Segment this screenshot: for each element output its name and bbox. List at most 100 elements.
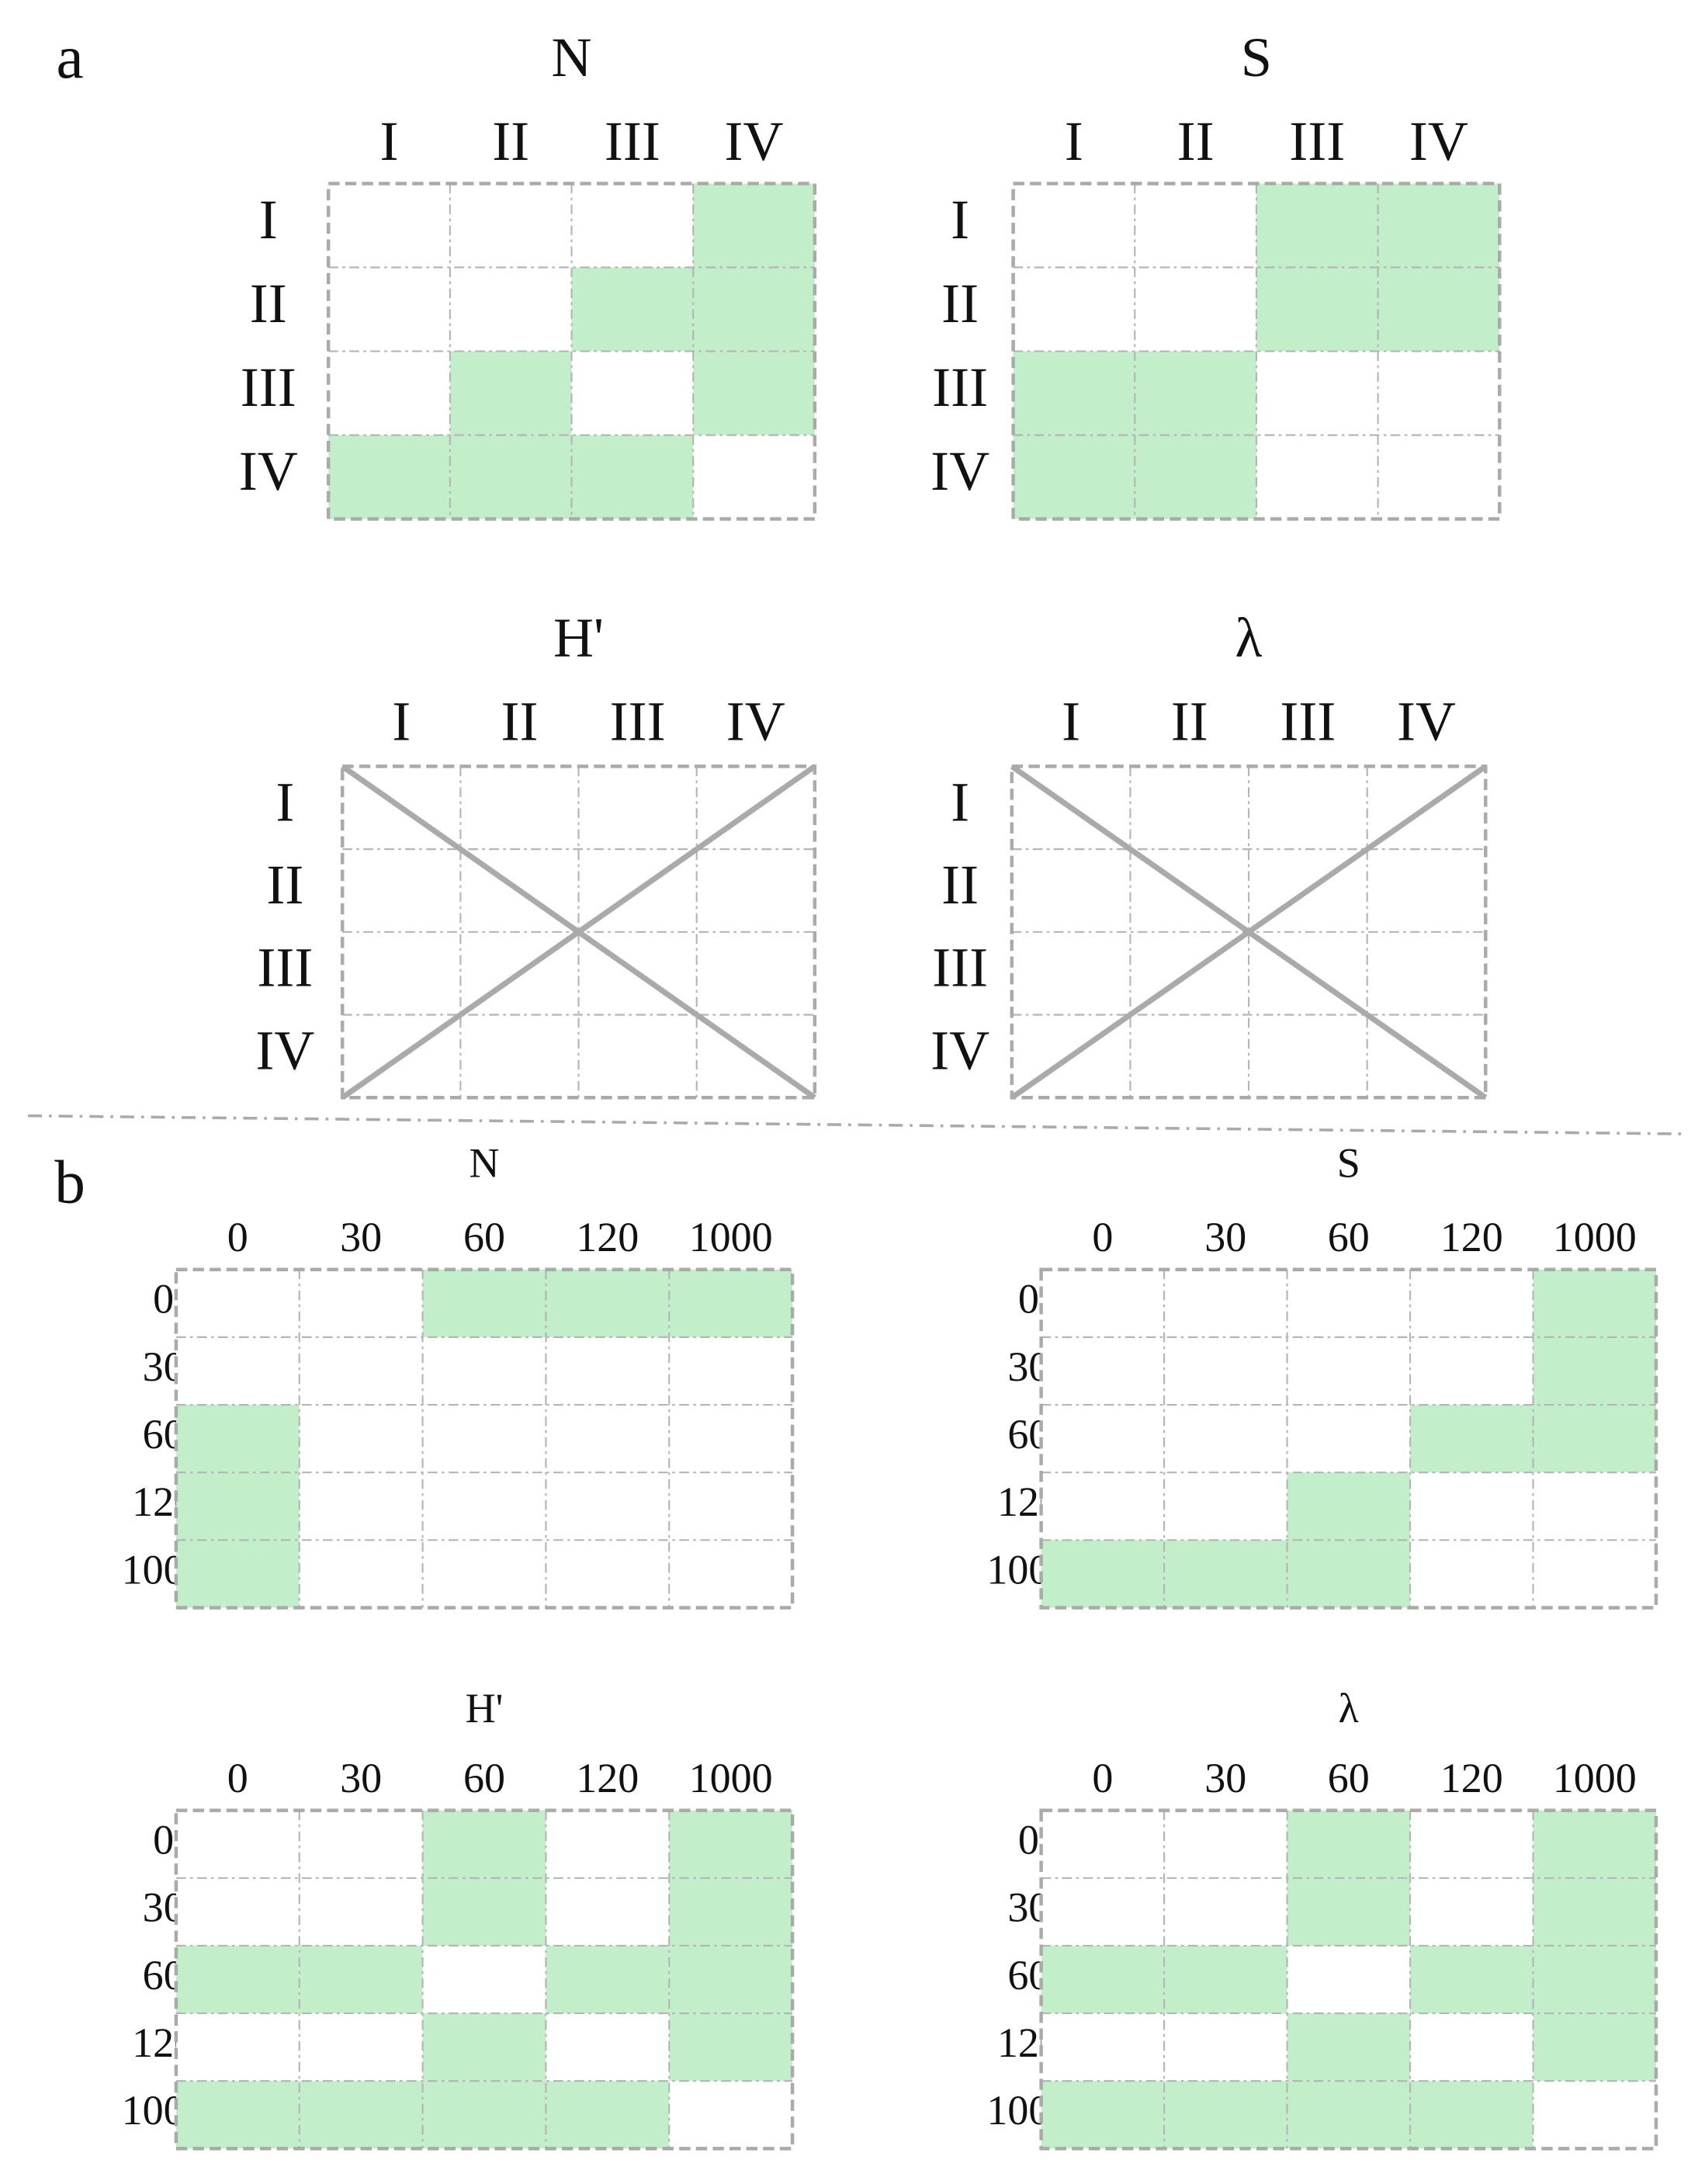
cell (1533, 1472, 1656, 1541)
matrix-title: N (469, 1140, 499, 1187)
cell (422, 1810, 546, 1878)
row-label: IV (239, 440, 298, 502)
cell (1164, 1269, 1287, 1337)
cell (1410, 1472, 1533, 1541)
cell (1410, 2081, 1533, 2149)
column-label: 1000 (689, 1755, 773, 1801)
column-label: II (1177, 110, 1215, 172)
column-label: 1000 (689, 1214, 773, 1260)
row-label: II (941, 272, 979, 335)
column-label: II (1171, 691, 1208, 753)
cell (1287, 1405, 1411, 1473)
cell (299, 1540, 423, 1608)
cell (1130, 766, 1249, 850)
cell (328, 435, 450, 519)
cell (328, 267, 450, 352)
cell (693, 183, 815, 268)
cell (175, 1405, 300, 1473)
matrix-border (1010, 764, 1488, 1100)
cell (1164, 1540, 1287, 1608)
cell (669, 1336, 793, 1406)
cross-line (1010, 764, 1488, 1101)
cell (669, 2081, 793, 2149)
row-label: 0 (1018, 1276, 1039, 1323)
column-label: 120 (1440, 1755, 1503, 1801)
cell (1533, 1269, 1656, 1337)
cell (1164, 2013, 1287, 2082)
cell (1041, 2081, 1165, 2149)
cell (1410, 1945, 1533, 2014)
column-label: I (380, 110, 399, 172)
cell (1011, 849, 1131, 932)
cell (449, 435, 572, 519)
cell (1013, 267, 1135, 352)
cell (546, 1540, 670, 1608)
cell (1130, 1014, 1249, 1098)
cell (1378, 435, 1500, 519)
cell (1256, 435, 1378, 519)
cell (422, 1472, 546, 1541)
cell (1287, 1269, 1411, 1337)
cell (449, 183, 572, 268)
cell (299, 1877, 423, 1946)
column-label: 120 (1440, 1214, 1503, 1260)
row-label: III (932, 937, 988, 999)
cell (1041, 1877, 1165, 1946)
cell (1041, 1810, 1165, 1878)
cell (1041, 1945, 1165, 2014)
row-label: 0 (1018, 1817, 1039, 1863)
cell (299, 1405, 423, 1473)
cell (449, 267, 572, 352)
cell (578, 766, 697, 850)
column-label: 120 (576, 1755, 639, 1801)
cell (1367, 931, 1486, 1015)
column-label: I (1062, 691, 1080, 753)
cell (546, 1405, 670, 1473)
cell (1013, 435, 1135, 519)
column-label: IV (725, 110, 784, 172)
matrix-border (326, 182, 817, 521)
row-label: 0 (153, 1817, 174, 1863)
cell (669, 1472, 793, 1541)
cell (422, 2013, 546, 2082)
cell (1367, 849, 1486, 932)
cell (1410, 2013, 1533, 2082)
column-label: IV (726, 691, 785, 753)
cell (578, 1014, 697, 1098)
row-label: III (932, 356, 988, 418)
cell (1410, 1405, 1533, 1473)
row-label: IV (930, 1019, 989, 1081)
cell (175, 2081, 300, 2149)
cell (175, 1810, 300, 1878)
cell (669, 1810, 793, 1878)
cell (1287, 2081, 1411, 2149)
cell (1164, 1472, 1287, 1541)
cell (328, 351, 450, 435)
cell (460, 766, 579, 850)
cell (1041, 1540, 1165, 1608)
column-label: III (605, 110, 660, 172)
panel-label: b (54, 1148, 85, 1216)
column-label: II (501, 691, 538, 753)
cell (328, 183, 450, 268)
cell (299, 1810, 423, 1878)
cell (422, 1877, 546, 1946)
cell (1533, 2013, 1656, 2082)
cell (1410, 1269, 1533, 1337)
row-label: I (951, 771, 969, 833)
cell (696, 931, 815, 1015)
cell (1287, 1472, 1411, 1541)
column-label: III (610, 691, 666, 753)
cell (299, 1269, 423, 1337)
row-label: III (241, 356, 296, 418)
column-label: IV (1409, 110, 1468, 172)
cell (696, 849, 815, 932)
cell (1041, 1336, 1165, 1406)
matrix-border (1039, 1267, 1658, 1610)
column-label: 0 (1092, 1755, 1113, 1801)
cell (1533, 1336, 1656, 1406)
cell (546, 1810, 670, 1878)
cell (693, 435, 815, 519)
cell (669, 1269, 793, 1337)
cell (1164, 1877, 1287, 1946)
